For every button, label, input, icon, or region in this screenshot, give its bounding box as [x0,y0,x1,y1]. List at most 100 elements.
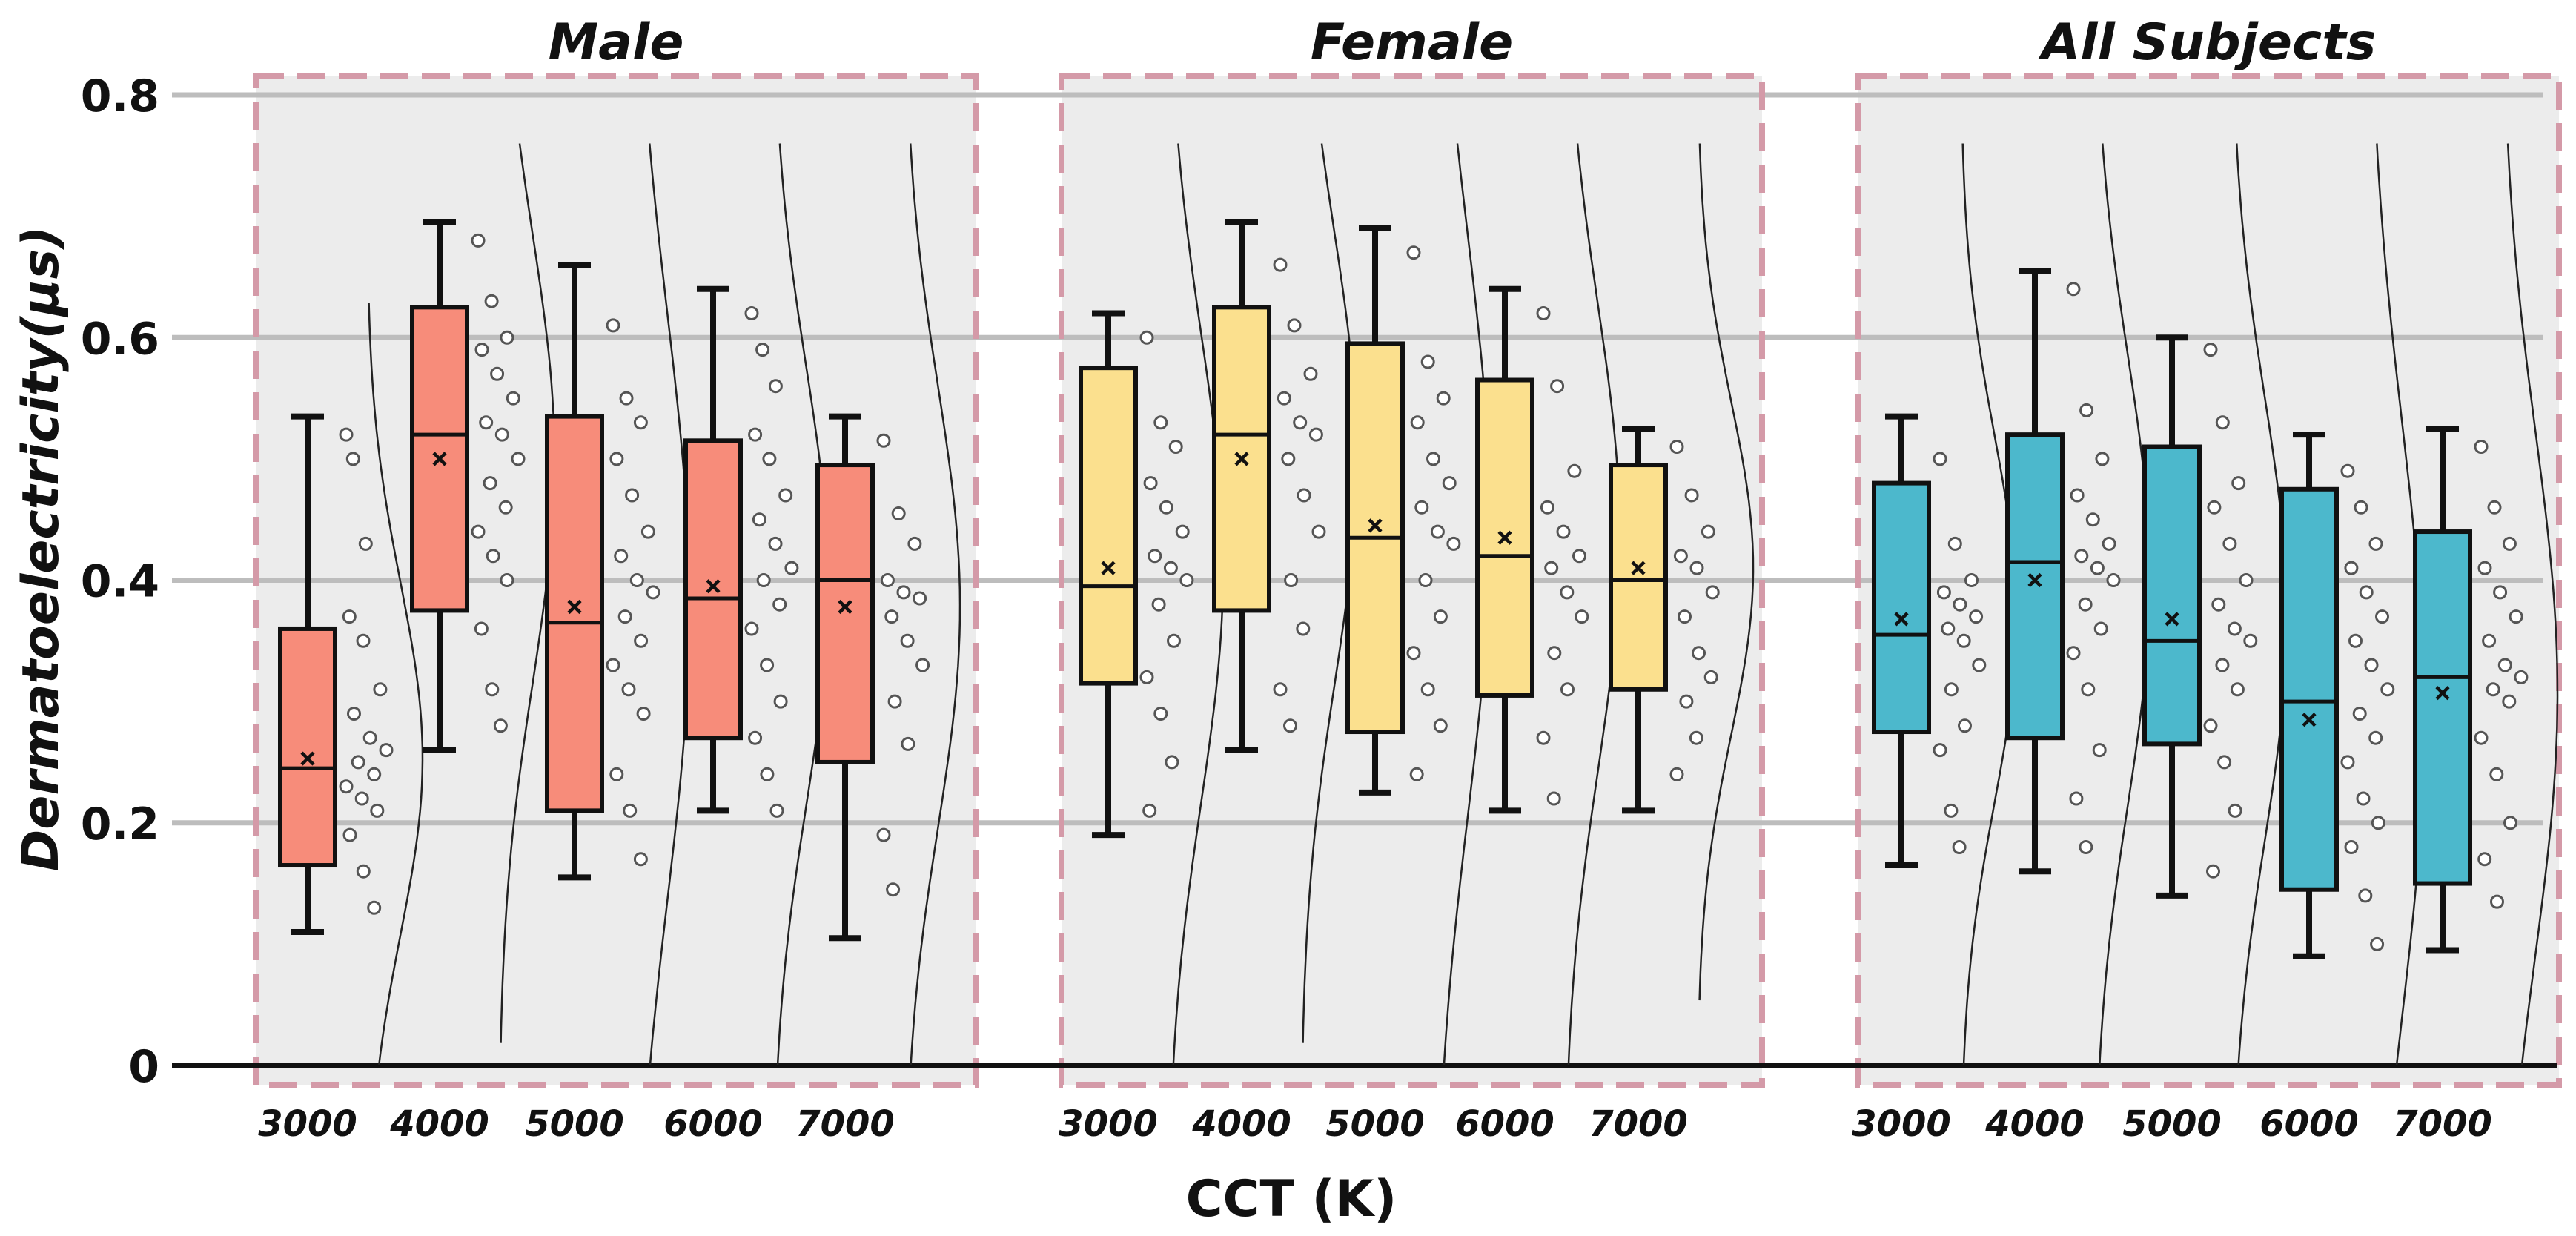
data-point [606,658,620,672]
panel-title-2: Female [1311,13,1513,72]
data-point [768,379,783,394]
data-point [1151,597,1166,612]
data-point [342,827,357,842]
data-point [876,827,891,842]
data-point [887,694,902,709]
data-point [2066,282,2081,297]
data-point [2477,852,2492,867]
box-group [1872,143,2018,1066]
data-point [347,707,361,721]
data-point [1168,440,1183,454]
data-point [1705,585,1720,600]
data-point [1536,306,1551,320]
data-point [2227,621,2242,636]
x-tick-label: 3000 [1852,1103,1951,1145]
x-tick-label: 4000 [1191,1103,1291,1145]
box-iqr [545,414,604,813]
data-point [755,343,770,357]
data-point [1139,330,1154,345]
data-point [1165,755,1179,770]
x-tick-label: 7000 [1589,1103,1688,1145]
data-point [1572,549,1586,564]
data-point [744,306,759,320]
data-point [2514,670,2529,684]
box-iqr [278,626,337,868]
data-point [506,391,520,406]
data-point [880,573,895,587]
data-point [2497,658,2512,672]
data-point [511,452,526,466]
y-tick-labels: 0 0.2 0.4 0.6 0.8 [81,70,159,1093]
data-point [876,433,891,448]
density-curve [368,303,424,1066]
mean-marker [2027,572,2042,588]
data-point [1703,670,1718,684]
data-point [623,803,638,818]
data-point [1673,549,1688,564]
x-tick-label: 3000 [1059,1103,1158,1145]
data-point [1179,573,1194,587]
y-tick-label: 0.8 [81,70,159,122]
data-point [500,330,514,345]
data-point [1273,257,1288,272]
data-point [2356,791,2371,806]
data-point [913,591,927,606]
data-point [1560,585,1575,600]
y-tick-label: 0.6 [81,313,159,365]
data-point [2090,561,2105,575]
data-point [2222,536,2237,551]
data-point [367,900,382,915]
box-group [1475,143,1621,1066]
data-point [646,585,660,600]
density-curve [2506,143,2559,1066]
data-point [2482,633,2497,648]
data-point [2486,682,2500,697]
data-point [760,658,775,672]
box-group [2005,143,2151,1066]
y-tick-label: 0.4 [81,556,159,608]
data-point [1567,463,1582,478]
data-point [2502,694,2517,709]
x-tick-label: 5000 [1325,1103,1425,1145]
data-point [1933,452,1947,466]
data-point [625,488,640,503]
data-point [1433,718,1448,733]
data-point [2092,743,2107,758]
data-point [471,233,486,248]
mean-marker [1631,561,1646,575]
data-point [1442,476,1457,491]
data-point [379,743,394,758]
data-point [744,621,759,636]
box-iqr [2279,486,2339,892]
data-point [1281,452,1296,466]
data-point [1684,488,1699,503]
x-tick-label: 4000 [1984,1103,2085,1145]
x-tick-label: 5000 [2122,1103,2222,1145]
box-group [2279,143,2426,1066]
data-point [2340,755,2355,770]
data-point [784,561,799,575]
data-point [907,536,922,551]
data-point [2095,452,2110,466]
data-point [900,633,915,648]
data-point [490,366,505,381]
y-tick-label: 0 [128,1041,159,1093]
data-point [2243,633,2258,648]
data-point [2093,621,2108,636]
data-point [1944,682,1959,697]
data-point [1947,536,1962,551]
data-point [619,391,634,406]
data-point [1941,621,1956,636]
data-point [1952,840,1967,854]
data-point [2215,415,2230,430]
data-point [614,549,629,564]
data-point [768,536,783,551]
data-point [1142,803,1157,818]
data-point [2078,597,2093,612]
box-group [2413,143,2559,1066]
x-tick-label: 3000 [258,1103,357,1145]
data-point [1297,488,1311,503]
box-group [410,143,556,1043]
data-point [884,609,899,624]
